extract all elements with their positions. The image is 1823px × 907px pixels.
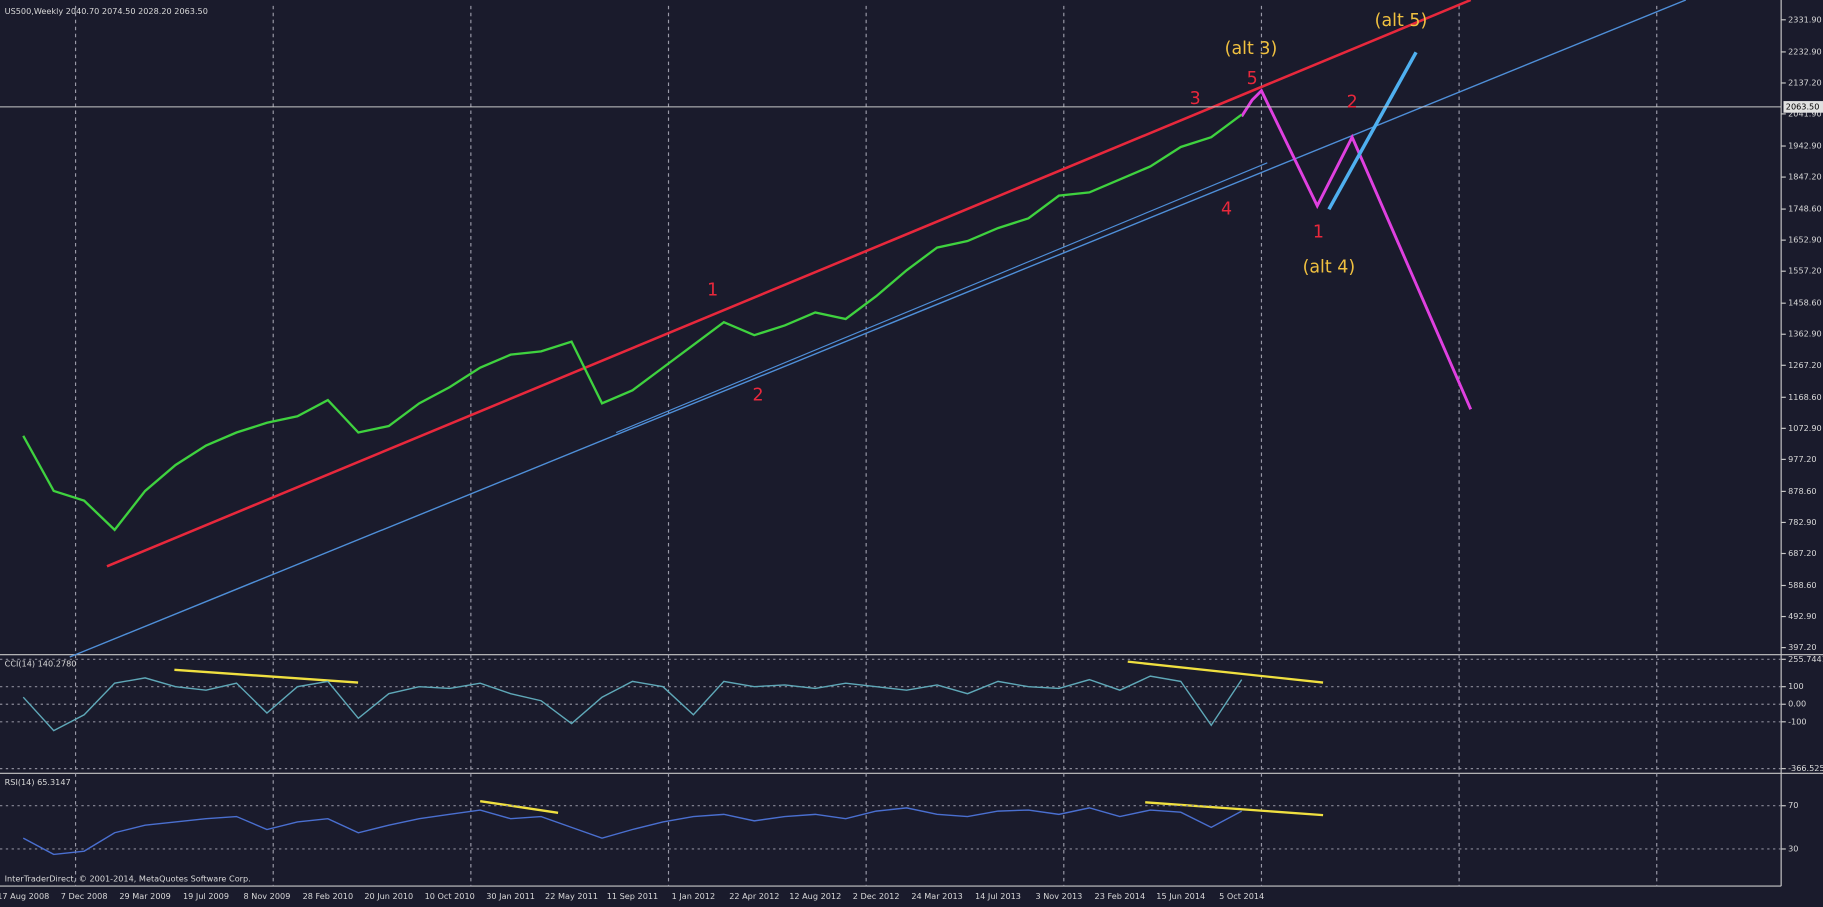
y-tick-label: 492.90 [1788,611,1816,621]
y-tick-label: 1072.90 [1788,423,1822,433]
y-tick-label: 1748.60 [1788,204,1822,214]
indicator-title: RSI(14) 65.3147 [5,777,71,787]
x-tick-label: 22 May 2011 [545,891,598,901]
x-tick-label: 1 Jan 2012 [672,891,716,901]
price-label-box [1783,101,1823,113]
y-tick-label: 1847.20 [1788,172,1822,182]
chart-header: US500,Weekly 2040.70 2074.50 2028.20 206… [5,6,208,16]
y-tick-label: -100 [1788,716,1806,726]
x-tick-label: 22 Apr 2012 [729,891,779,901]
x-tick-label: 24 Mar 2013 [911,891,963,901]
projection-path [1240,88,1473,410]
x-tick-label: 14 Jul 2013 [975,891,1021,901]
y-tick-label: 977.20 [1788,454,1816,464]
x-tick-label: 11 Sep 2011 [607,891,658,901]
copyright: InterTraderDirect, © 2001-2014, MetaQuot… [5,874,251,884]
wave-label: 4 [1221,199,1232,219]
y-tick-label: 30 [1788,843,1798,853]
x-tick-label: 29 Mar 2009 [119,891,171,901]
y-tick-label: 1168.60 [1788,392,1822,402]
x-tick-label: 28 Feb 2010 [303,891,354,901]
x-tick-label: 30 Jan 2011 [486,891,535,901]
x-tick-label: 10 Oct 2010 [425,891,475,901]
trend-line [69,0,1687,658]
wave-label: 2 [752,385,763,405]
y-tick-label: 1557.20 [1788,266,1822,276]
y-tick-label: 2041.90 [1788,108,1822,118]
indicator-title: CCI(14) 140.2780 [5,658,77,668]
y-tick-label: -366.5259 [1788,763,1823,773]
y-tick-label: 588.60 [1788,580,1816,590]
x-tick-label: 3 Nov 2013 [1035,891,1082,901]
x-tick-label: 8 Nov 2009 [244,891,291,901]
x-tick-label: 5 Oct 2014 [1219,891,1264,901]
x-tick-label: 15 Jun 2014 [1156,891,1205,901]
wave-label: 2 [1347,92,1358,112]
trend-line [615,162,1268,434]
x-tick-label: 17 Aug 2008 [0,891,49,901]
x-tick-label: 12 Aug 2012 [789,891,841,901]
x-tick-label: 23 Feb 2014 [1095,891,1146,901]
y-tick-label: 1362.90 [1788,329,1822,339]
y-tick-label: 70 [1788,800,1798,810]
wave-label: 3 [1190,89,1201,109]
y-tick-label: 100 [1788,681,1804,691]
wave-label: (alt 4) [1303,257,1356,277]
y-tick-label: 1652.90 [1788,235,1822,245]
y-tick-label: 397.20 [1788,642,1816,652]
series-line [22,675,1243,732]
wave-label: 5 [1247,69,1258,89]
divergence-line [1127,660,1324,684]
wave-label: 1 [1313,223,1324,243]
x-tick-label: 2 Dec 2012 [853,891,900,901]
y-tick-label: 1267.20 [1788,360,1822,370]
y-tick-label: 1458.60 [1788,298,1822,308]
projection-path [1327,51,1418,211]
price-label: 2063.50 [1786,101,1820,111]
divergence-line [479,800,559,814]
x-tick-label: 7 Dec 2008 [61,891,108,901]
series-line [22,807,1243,856]
divergence-line [1145,801,1324,817]
series-line [22,113,1243,532]
y-tick-label: 2232.90 [1788,46,1822,56]
wave-label: (alt 3) [1225,39,1278,59]
y-tick-label: 782.90 [1788,517,1816,527]
y-tick-label: 687.20 [1788,548,1816,558]
y-tick-label: 0.00 [1788,699,1806,709]
y-tick-label: 2331.90 [1788,14,1822,24]
x-tick-label: 20 Jun 2010 [364,891,413,901]
divergence-line [174,668,359,684]
y-tick-label: 2137.20 [1788,77,1822,87]
y-tick-label: 1942.90 [1788,141,1822,151]
wave-label: (alt 5) [1375,11,1428,31]
wave-label: 1 [707,281,718,301]
trend-line [106,0,1472,568]
x-tick-label: 19 Jul 2009 [183,891,229,901]
y-tick-label: 878.60 [1788,486,1816,496]
